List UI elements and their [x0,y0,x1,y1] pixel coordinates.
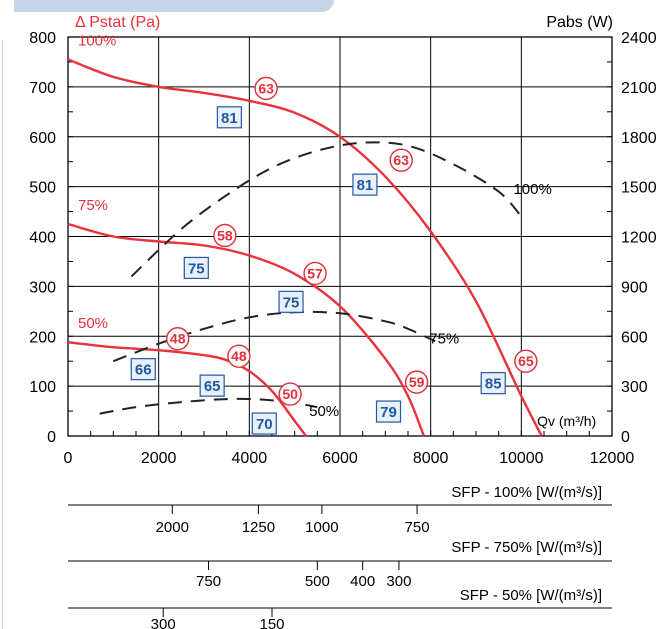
sfp-scale-tick-label: 1250 [242,519,275,536]
pressure-curve-label: 50% [78,315,108,332]
efficiency-marker-blue [278,290,304,313]
efficiency-marker-blue [183,256,209,280]
efficiency-marker-red [213,223,237,248]
right-axis-tick-label: 1200 [621,230,657,247]
left-axis-tick-label: 100 [29,379,56,396]
efficiency-value-blue: 66 [135,362,152,379]
left-axis-tick-label: 700 [29,80,56,97]
efficiency-marker-blue [216,106,242,129]
efficiency-marker-red [254,76,278,101]
power-curve-label: 75% [429,331,459,348]
left-axis-tick-label: 300 [29,279,56,296]
efficiency-value-red: 63 [258,80,274,96]
left-axis-title: Δ Pstat (Pa) [75,14,160,31]
sfp-scale-tick-label: 750 [405,519,430,536]
side-rule [2,40,3,629]
efficiency-value-blue: 79 [380,404,397,421]
x-axis-tick-label: 4000 [232,450,268,467]
efficiency-marker-blue [375,400,402,423]
sfp-scale-tick-label: 150 [259,616,284,629]
x-axis-annotation: Qv (m³/h) [537,413,596,429]
sfp-scale-tick-label: 1000 [305,519,338,536]
efficiency-marker-red [389,148,413,172]
efficiency-value-red: 50 [282,386,298,402]
efficiency-value-red: 59 [409,374,425,390]
efficiency-value-red: 48 [231,348,247,364]
right-axis-tick-label: 300 [621,379,648,396]
sfp-scale-label: SFP - 750% [W/(m³/s)] [451,539,602,556]
pressure-curve-label: 100% [78,32,116,49]
pressure-curve-100pct [67,58,543,437]
efficiency-marker-blue [352,173,378,196]
right-axis-title: Pabs (W) [546,14,613,31]
x-axis-tick-label: 10000 [499,450,544,467]
x-axis-tick-label: 0 [64,450,73,467]
sfp-scale-tick-label: 400 [350,573,375,590]
sfp-scale-tick-label: 2000 [156,519,189,536]
left-axis-tick-label: 200 [29,329,56,346]
efficiency-value-blue: 75 [283,294,300,311]
left-axis-tick-label: 500 [29,180,56,197]
efficiency-value-blue: 70 [256,416,273,433]
right-axis-tick-label: 600 [621,329,648,346]
x-axis-tick-label: 8000 [413,450,449,467]
pressure-curve-75pct [67,222,426,437]
pressure-curve-50pct [67,341,307,437]
left-axis-tick-label: 600 [29,130,56,147]
efficiency-value-blue: 65 [204,378,221,395]
right-axis-tick-label: 1500 [621,180,657,197]
power-curve-100pct [130,141,523,278]
efficiency-marker-red [404,370,429,394]
efficiency-marker-red [514,349,538,373]
left-axis-tick-label: 0 [47,429,56,446]
efficiency-value-blue: 75 [188,260,205,277]
power-curve-label: 100% [513,181,551,198]
left-axis-tick-label: 400 [29,230,56,247]
efficiency-value-red: 48 [170,331,186,347]
efficiency-marker-red [166,327,190,351]
power-curve-label: 50% [309,403,339,420]
right-axis-tick-label: 2100 [621,80,657,97]
efficiency-marker-blue [199,374,225,397]
x-axis-tick-label: 12000 [590,450,635,467]
right-axis-tick-label: 0 [621,429,630,446]
x-axis-tick-label: 6000 [322,450,358,467]
right-axis-tick-label: 2400 [621,30,657,47]
efficiency-marker-blue [251,412,277,435]
sfp-scale-tick-label: 750 [196,573,221,590]
left-axis-tick-label: 800 [29,30,56,47]
efficiency-marker-red [227,344,251,368]
header-tab [14,0,334,12]
efficiency-value-red: 58 [217,228,233,244]
sfp-scale-tick-label: 500 [305,573,330,590]
efficiency-value-blue: 81 [357,177,374,194]
sfp-scale-label: SFP - 100% [W/(m³/s)] [451,484,602,501]
right-axis-tick-label: 900 [621,279,648,296]
efficiency-value-red: 65 [518,353,534,369]
efficiency-value-red: 63 [393,152,409,168]
x-axis-tick-label: 2000 [141,450,177,467]
sfp-scale-tick-label: 300 [386,573,411,590]
efficiency-marker-blue [480,372,506,395]
efficiency-marker-blue [130,358,156,381]
sfp-scale-label: SFP - 50% [W/(m³/s)] [460,587,602,604]
efficiency-marker-red [303,261,327,286]
efficiency-value-blue: 85 [485,376,502,393]
efficiency-marker-red [278,382,302,406]
right-axis-tick-label: 1800 [621,130,657,147]
sfp-scale-tick-label: 300 [151,616,176,629]
pressure-curve-label: 75% [78,197,108,214]
efficiency-value-red: 57 [307,265,323,281]
efficiency-value-blue: 81 [221,110,238,127]
